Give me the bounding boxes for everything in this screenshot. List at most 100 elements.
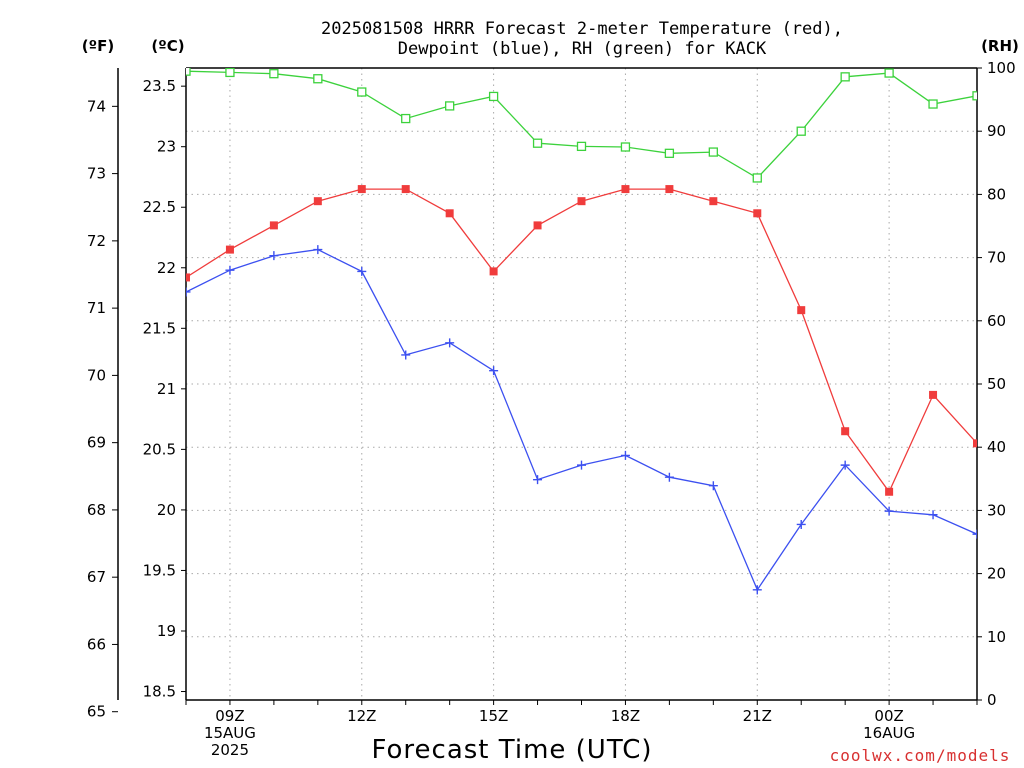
dewpoint-point [269, 251, 279, 261]
fahrenheit-unit-label: (ºF) [82, 37, 114, 55]
dewpoint-point [401, 350, 411, 360]
temperature-point [225, 245, 234, 254]
rh-tick-label: 60 [987, 312, 1006, 330]
celsius-tick-label: 21 [157, 380, 176, 398]
temperature-point [577, 197, 586, 206]
temperature-point [709, 197, 718, 206]
fahrenheit-tick-label: 70 [87, 366, 106, 384]
rh-point [357, 87, 367, 97]
fahrenheit-tick-label: 65 [87, 703, 106, 721]
dewpoint-point [972, 529, 977, 539]
rh-point [532, 138, 543, 148]
celsius-tick-label: 20 [157, 501, 176, 519]
rh-tick-label: 70 [987, 249, 1006, 267]
rh-point [972, 91, 977, 101]
source-credit: coolwx.com/models [830, 746, 1011, 765]
rh-point [269, 69, 279, 79]
rh-point [445, 101, 455, 111]
rh-line [186, 70, 977, 179]
x-axis-label: Forecast Time (UTC) [371, 735, 652, 765]
temperature-point [929, 390, 938, 399]
dewpoint-point [620, 450, 630, 460]
temperature-point [489, 267, 498, 276]
x-tick-label: 18Z [611, 707, 640, 725]
rh-point [401, 113, 411, 124]
temperature-point [753, 209, 762, 218]
temperature-point [885, 487, 894, 496]
dewpoint-point [840, 460, 850, 470]
dewpoint-point [664, 472, 674, 482]
dewpoint-point [186, 287, 191, 297]
rh-tick-label: 90 [987, 122, 1006, 140]
fahrenheit-tick-label: 73 [87, 165, 106, 183]
rh-tick-label: 40 [987, 438, 1006, 456]
rh-point [796, 126, 806, 136]
rh-tick-label: 80 [987, 185, 1006, 203]
celsius-tick-label: 22.5 [143, 198, 176, 216]
rh-point [664, 148, 675, 158]
temperature-point [973, 439, 977, 448]
gridlines [186, 67, 977, 701]
temperature-point [313, 197, 322, 206]
dewpoint-point [357, 266, 367, 276]
temperature-line [186, 188, 977, 494]
rh-point [186, 68, 191, 76]
rh-point [708, 147, 718, 157]
celsius-tick-label: 19.5 [143, 561, 176, 579]
dewpoint-point [445, 338, 455, 348]
x-tick-label: 15Z [479, 707, 508, 725]
rh-point [752, 173, 762, 183]
rh-tick-label: 0 [987, 691, 997, 709]
rh-point [488, 91, 499, 102]
x-tick-label: 2025 [211, 741, 249, 759]
dewpoint-point [313, 245, 323, 255]
x-tick-label: 00Z [874, 707, 903, 725]
temperature-point [445, 209, 454, 218]
rh-point [928, 99, 938, 109]
dewpoint-point [225, 265, 235, 275]
temperature-point [533, 221, 542, 230]
rh-point [313, 74, 323, 84]
celsius-tick-label: 18.5 [143, 683, 176, 701]
fahrenheit-tick-label: 66 [87, 635, 106, 653]
temperature-point [841, 427, 850, 436]
fahrenheit-tick-label: 69 [87, 434, 106, 452]
celsius-tick-label: 19 [157, 622, 176, 640]
temperature-point [269, 221, 278, 230]
chart-title-line2: Dewpoint (blue), RH (green) for KACK [398, 39, 767, 59]
temperature-series [186, 185, 977, 496]
celsius-unit-label: (ºC) [151, 37, 184, 55]
fahrenheit-tick-label: 71 [87, 299, 106, 317]
rh-series [186, 68, 977, 183]
fahrenheit-tick-label: 72 [87, 232, 106, 250]
x-tick-label: 16AUG [863, 724, 915, 742]
x-tick-label: 09Z [215, 707, 244, 725]
temperature-point [797, 306, 806, 315]
rh-tick-label: 20 [987, 565, 1006, 583]
rh-point [620, 142, 631, 152]
celsius-tick-label: 21.5 [143, 319, 176, 337]
rh-point [225, 68, 235, 78]
rh-unit-label: (RH) [981, 37, 1019, 55]
temperature-point [357, 185, 366, 194]
temperature-point [186, 273, 190, 282]
fahrenheit-tick-label: 68 [87, 501, 106, 519]
dewpoint-point [928, 510, 938, 520]
plot-area [186, 68, 977, 595]
series-layer [186, 68, 977, 595]
rh-point [884, 68, 894, 78]
temperature-point [621, 185, 630, 194]
dewpoint-series [186, 245, 977, 595]
dewpoint-point [884, 506, 894, 516]
dewpoint-point [533, 475, 543, 485]
axes: 65 66 67 68 69 70 71 72 73 74 18.5 19 19.5 20 20.5 21 21… [87, 59, 1016, 759]
celsius-tick-label: 20.5 [143, 440, 176, 458]
rh-point [840, 72, 850, 82]
dewpoint-line [186, 248, 977, 592]
fahrenheit-tick-label: 67 [87, 568, 106, 586]
temperature-point [401, 185, 410, 194]
rh-point [576, 141, 587, 152]
rh-tick-label: 50 [987, 375, 1006, 393]
celsius-tick-label: 22 [157, 259, 176, 277]
